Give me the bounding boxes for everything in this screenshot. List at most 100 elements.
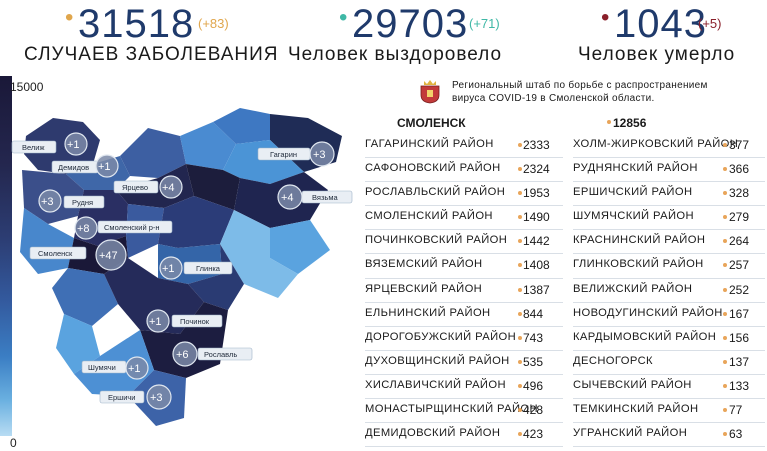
map-label-smolensk: Смоленск [29,246,87,260]
district-sychevka[interactable] [213,108,270,144]
district-row: Хиславичский район 496 [365,375,563,400]
headquarters-caption: Региональный штаб по борьбе с распростра… [452,79,752,105]
district-row: Темкинский район 77 [573,399,765,424]
district-elnya[interactable] [188,244,244,310]
svg-text:+6: +6 [176,349,189,361]
cases-delta: (+83) [198,16,229,31]
deaths-delta: (+5) [698,16,722,31]
district-ugra[interactable] [220,210,298,298]
district-name: Шумячский район [573,210,694,223]
svg-text:Глинка: Глинка [196,264,221,273]
district-name: Хиславичский район [365,378,506,391]
district-dukhovshchina[interactable] [120,128,186,178]
bubble-vyazma: +4 [277,184,303,210]
district-dot [518,191,522,196]
recovered-delta: (+71) [469,16,500,31]
city-name: Смоленск [397,116,466,130]
district-dot [723,215,727,220]
cases-label: Случаев заболевания [24,44,279,65]
district-name: Дорогобужский район [365,330,517,343]
svg-text:Ершичи: Ершичи [108,393,135,402]
district-row: Ершичский район 328 [573,182,765,207]
district-value: 496 [523,378,544,393]
district-name: Смоленский район [365,210,493,223]
district-row: Краснинский район 264 [573,230,765,255]
district-novodugino[interactable] [223,140,304,184]
district-value: 252 [729,282,750,297]
bubble-roslavl: +6 [172,341,198,367]
district-dot [518,383,522,388]
district-value: 2324 [523,162,550,177]
map-label-smolensk-r: Смоленский р-н [97,220,173,234]
district-name: Кардымовский район [573,330,717,343]
svg-text:Рудня: Рудня [72,198,93,207]
district-khislavichi[interactable] [56,314,100,374]
svg-text:Смоленский р-н: Смоленский р-н [104,223,160,232]
district-row: Шумячский район 279 [573,206,765,231]
district-row: Гагаринский район 2333 [365,134,563,159]
district-name: Десногорск [573,354,653,367]
district-row: Вяземский район 1408 [365,254,563,279]
svg-text:Ярцево: Ярцево [122,183,148,192]
district-dot [518,143,522,147]
map-label-rudnya: Рудня [63,195,105,209]
coat-of-arms-icon [420,80,440,104]
svg-text:+4: +4 [162,182,175,194]
city-value: 12856 [613,116,647,130]
district-dot [518,335,522,340]
svg-text:+3: +3 [150,392,163,404]
region-map: Велиж Демидов Ярцево Рудня Смоленский р-… [11,108,353,426]
district-name: Велижский район [573,282,693,295]
district-row: Духовщинский район 535 [365,351,563,375]
district-dot [723,335,727,340]
district-value: 377 [729,138,750,152]
district-dot [723,359,727,364]
district-velizh[interactable] [24,118,100,174]
district-value: 264 [729,234,750,249]
district-name: Новодугинский район [573,306,723,319]
district-value: 77 [729,403,743,418]
svg-text:Шумячи: Шумячи [88,363,116,372]
district-kholm[interactable] [180,122,236,170]
district-value: 133 [729,378,750,393]
district-dot [723,143,727,147]
district-row: Сафоновский район 2324 [365,158,563,183]
map-label-shumyachi: Шумячи [81,360,127,374]
district-value: 1408 [523,258,550,273]
district-row: Смоленский район 1490 [365,206,563,231]
district-row: Велижский район 252 [573,279,765,303]
district-monastyrshchina[interactable] [52,268,118,326]
svg-text:Смоленск: Смоленск [38,249,73,258]
recovered-label: Человек выздоровело [288,44,503,65]
recovered-dot: • [339,4,348,31]
district-value: 63 [729,427,743,442]
district-safonovo[interactable] [186,164,240,210]
map-label-vyazma: Вязьма [301,190,353,204]
district-dot [723,311,727,316]
svg-text:+3: +3 [313,149,326,161]
bubble-shumyachi: +1 [125,356,149,380]
district-temkino[interactable] [270,220,330,274]
district-dot [723,167,727,172]
bubble-rudnya: +3 [38,189,62,213]
svg-text:+1: +1 [67,139,80,151]
svg-text:Демидов: Демидов [58,163,89,172]
district-dot [518,167,522,172]
district-name: Рославльский район [365,186,506,199]
district-dorogobuzh[interactable] [158,196,234,248]
district-value: 257 [729,258,750,273]
bubble-demidov: +1 [95,154,119,178]
district-dot [518,359,522,364]
district-dot [723,383,727,388]
district-row: Рославльский район 1953 [365,182,563,207]
district-dot [723,408,727,413]
map-label-yartsevo: Ярцево [113,180,159,194]
district-name: Демидовский район [365,427,501,440]
district-dot [723,432,727,437]
district-value: 1387 [523,282,550,297]
district-name: Монастырщинский район [365,403,539,416]
bubble-gagarin: +3 [309,141,335,167]
svg-text:+1: +1 [162,263,175,275]
district-row: Угранский район 63 [573,423,765,448]
district-value: 1442 [523,234,550,249]
